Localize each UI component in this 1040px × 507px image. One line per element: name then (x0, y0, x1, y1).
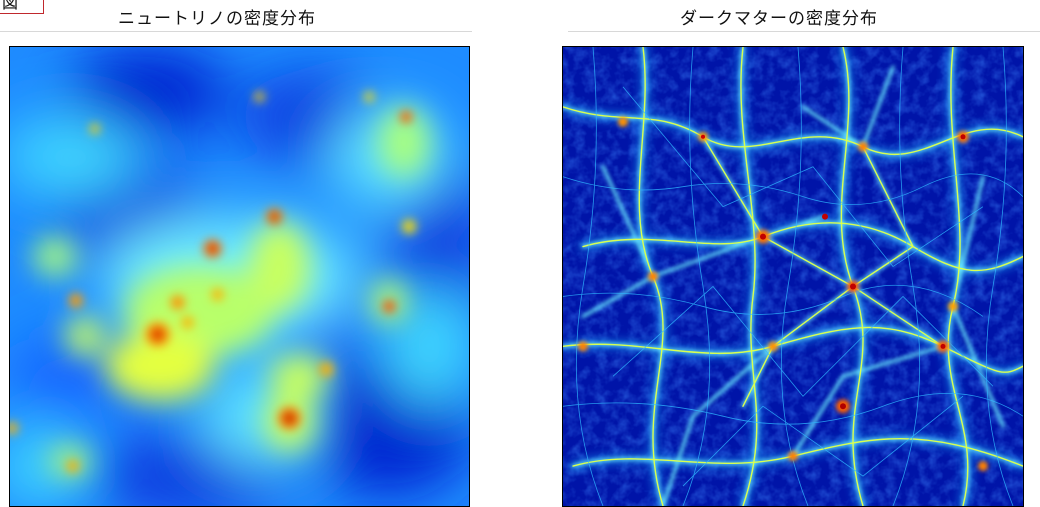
dark-matter-density-map (562, 46, 1024, 507)
figure-tag-label: 図 (2, 0, 19, 12)
neutrino-panel-title: ニュートリノの密度分布 (118, 9, 316, 29)
neutrino-density-image (10, 47, 469, 506)
dark-matter-panel-title: ダークマターの密度分布 (680, 9, 878, 29)
figure-tag: 図 (0, 0, 44, 14)
right-title-divider (568, 31, 1040, 32)
dark-matter-density-image (563, 47, 1023, 506)
neutrino-density-map (9, 46, 470, 507)
left-title-divider (0, 31, 472, 32)
